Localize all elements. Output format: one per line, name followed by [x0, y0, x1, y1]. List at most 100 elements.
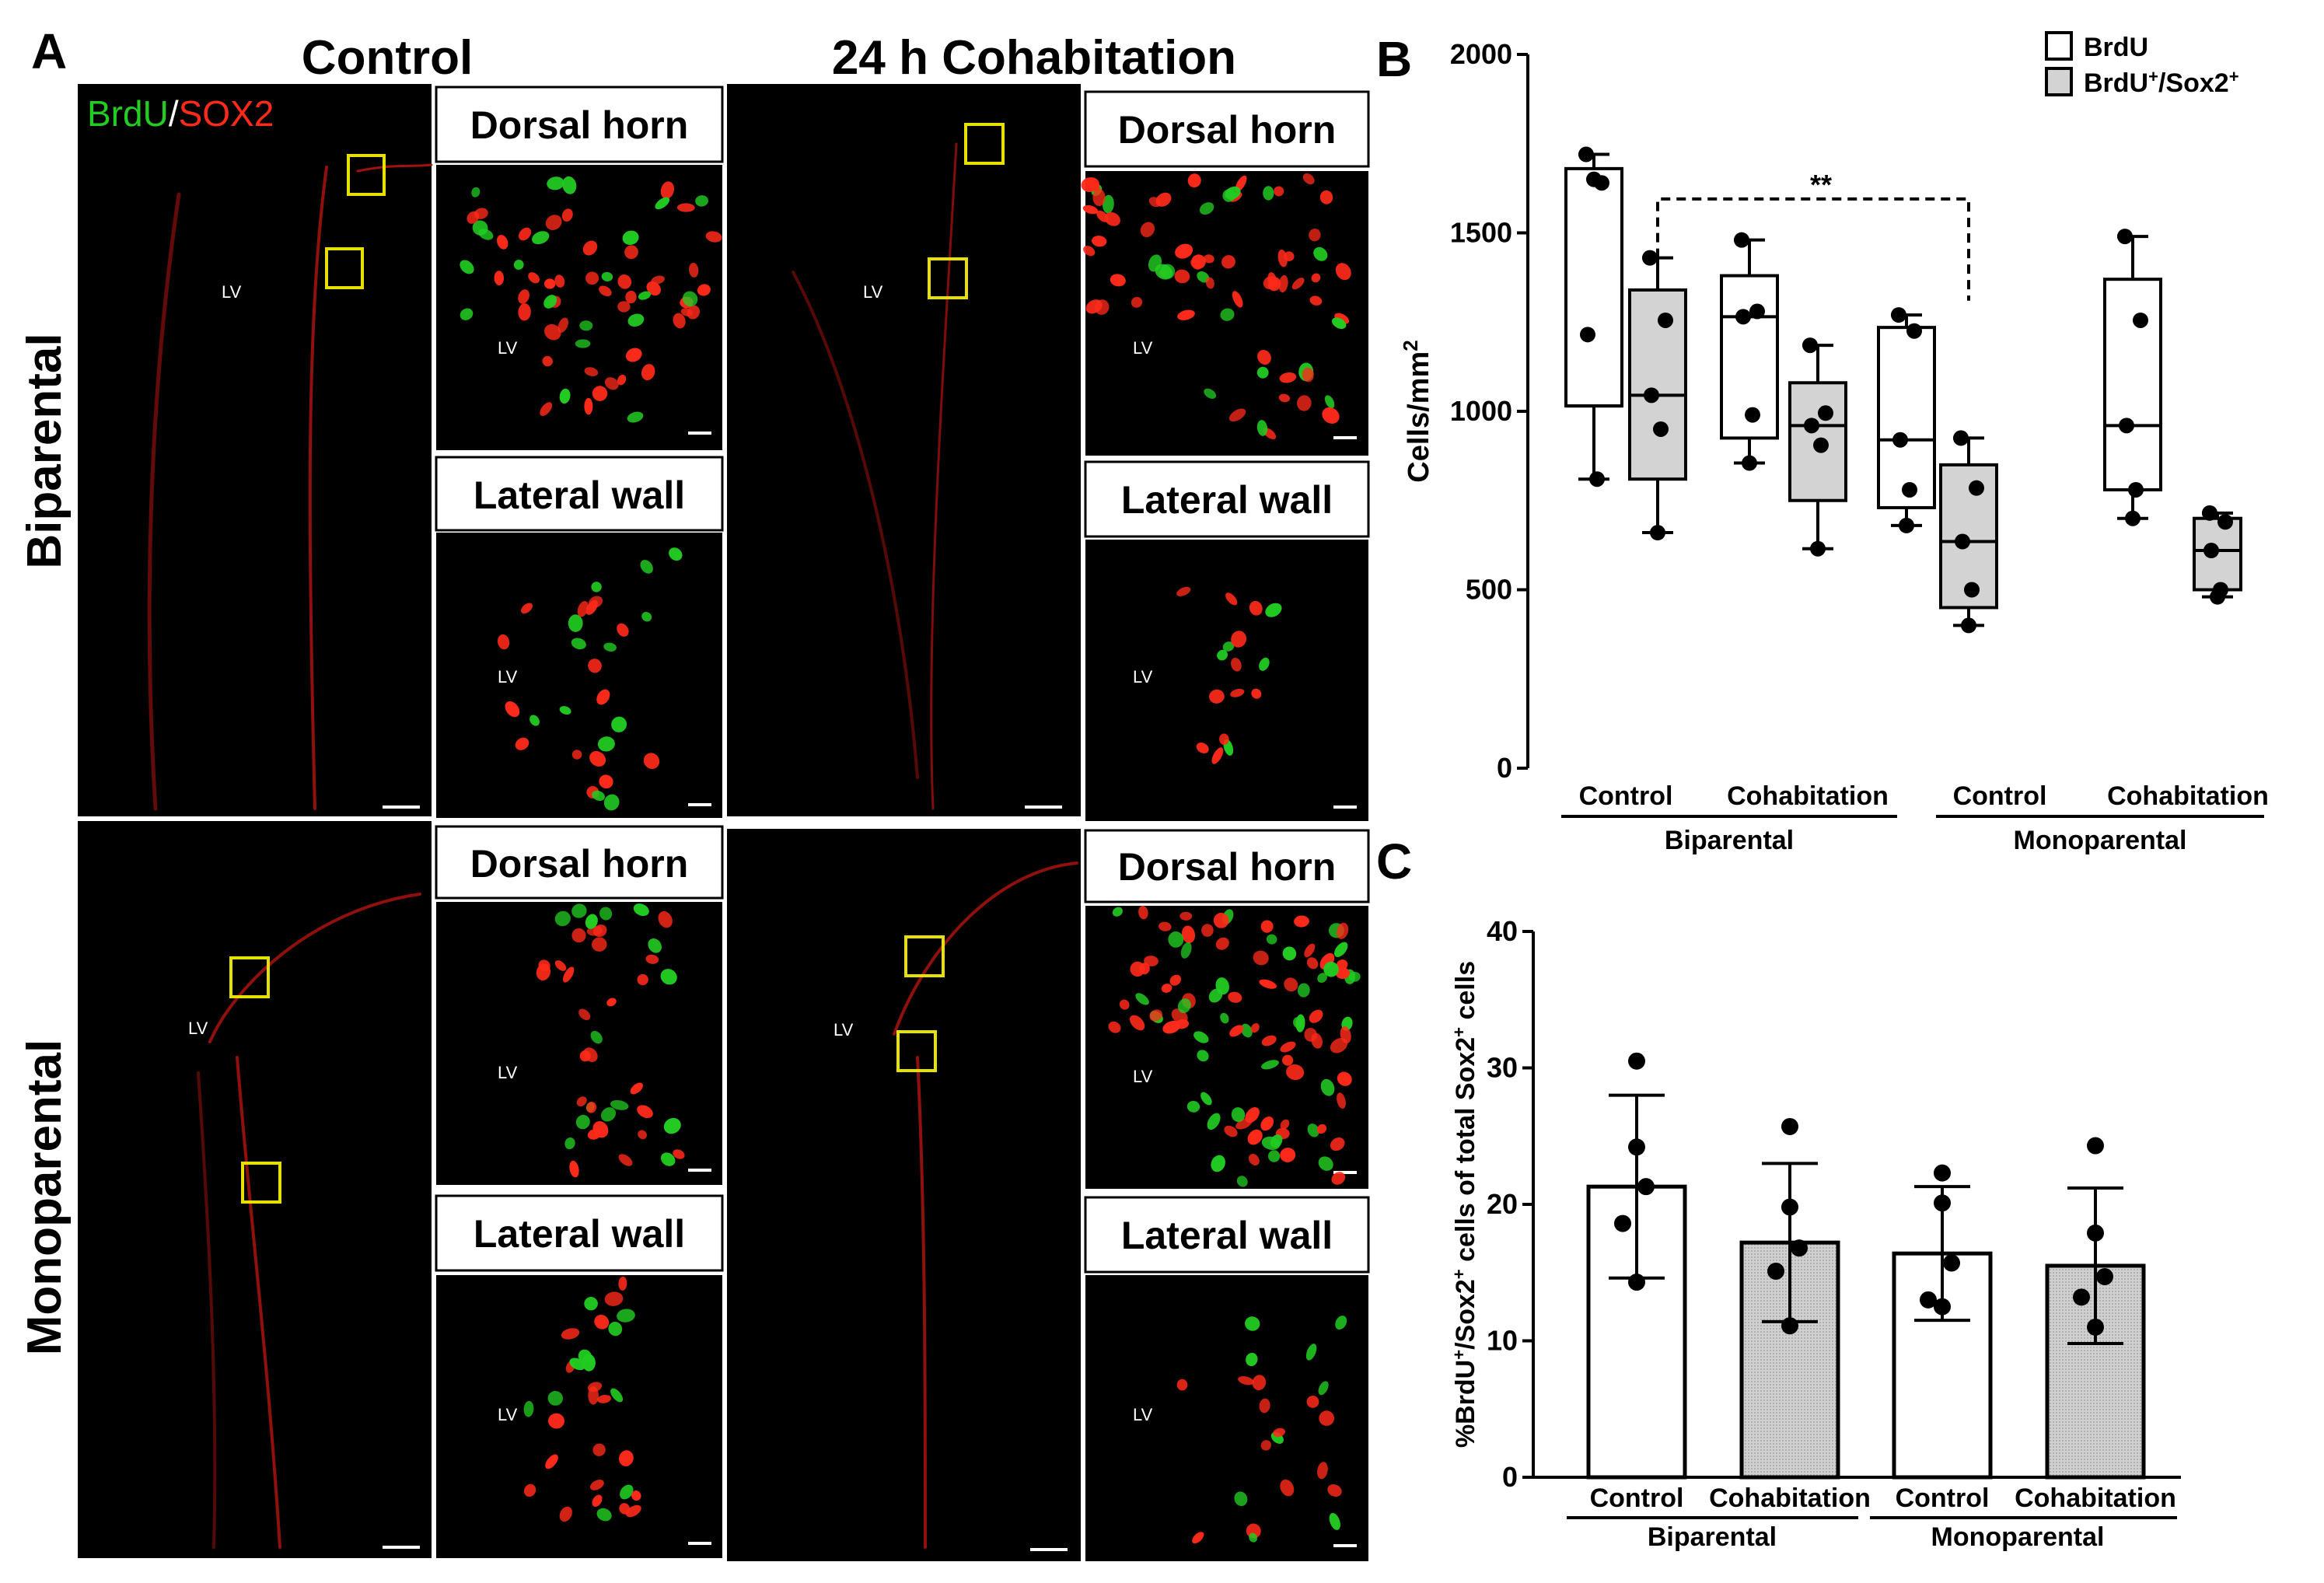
sox2-cell [1129, 1015, 1145, 1031]
sox2-cell [673, 1149, 685, 1159]
data-point [1658, 312, 1673, 328]
brdu-cell [579, 320, 593, 331]
legend-label: BrdU+/Sox2+ [2084, 67, 2239, 98]
y-tick-label-b: 0 [1497, 752, 1512, 784]
sox2-cell [1230, 688, 1245, 697]
sox2-cell [1248, 1154, 1260, 1165]
sox2-cell [1309, 1009, 1323, 1023]
group-label-b: Monoparental [2014, 826, 2187, 855]
sox2-cell [1281, 1054, 1294, 1066]
sox2-cell [619, 1503, 631, 1515]
sox2-cell [1302, 173, 1315, 185]
roi-box [964, 123, 1005, 165]
sox2-cell [1311, 1033, 1323, 1049]
ventricle-wall [356, 163, 433, 173]
brdu-cell [617, 1309, 635, 1323]
sox2-cell [1221, 255, 1235, 269]
ventricle-wall [792, 271, 919, 779]
data-point [1745, 407, 1760, 423]
sox2-cell [592, 1121, 609, 1138]
sox2-cell [1131, 296, 1143, 308]
data-point [1953, 430, 1969, 446]
sox2-cell [1161, 984, 1172, 993]
brdu-cell [627, 411, 644, 423]
brdu-cell [1329, 1512, 1340, 1530]
data-point [2125, 510, 2141, 526]
data-point [1589, 471, 1605, 487]
stain-brdu-label: BrdU [87, 93, 169, 134]
sox2-cell [497, 634, 510, 650]
sox2-cell [643, 753, 660, 770]
data-point [1934, 1164, 1951, 1182]
brdu-cell [1305, 1344, 1317, 1361]
sox2-cell [599, 774, 613, 789]
y-tick-label-b: 1500 [1450, 217, 1512, 249]
lv-labels: LV LV LV LV LV LV LV LV LV LV LV LV [188, 282, 1153, 1424]
sox2-cell [1286, 1064, 1305, 1081]
brdu-cell [1334, 942, 1348, 957]
sox2-cell [1096, 210, 1109, 222]
sox2-cell [1304, 943, 1316, 958]
data-point [1628, 1138, 1645, 1156]
y-axis-label-c-part: + [1449, 1350, 1469, 1360]
sox2-cell [1155, 192, 1172, 207]
data-point [1767, 1262, 1784, 1280]
y-axis-label-c-part: cells of total Sox2 [1451, 1037, 1480, 1270]
brdu-cell [1348, 971, 1361, 982]
roi-box [896, 1030, 937, 1072]
sox2-cell [1337, 1071, 1352, 1086]
sox2-cell [1336, 967, 1351, 980]
col-title-control: Control [302, 31, 473, 85]
sox2-cell [651, 275, 665, 285]
brdu-cell [663, 1117, 681, 1134]
sox2-cell [596, 1395, 611, 1403]
sox2-cell [518, 303, 531, 321]
y-axis-label-c-part: + [1449, 1027, 1469, 1037]
sox2-cell [518, 289, 529, 304]
y-tick-label-c: 30 [1487, 1052, 1518, 1084]
brdu-cell [1231, 1107, 1246, 1123]
brdu-cell [559, 388, 571, 404]
micrograph-grid [78, 84, 1368, 1561]
sox2-cell [1176, 586, 1191, 596]
sox2-cell [1205, 277, 1214, 289]
lv-label: LV [1133, 1405, 1153, 1424]
brdu-cell [513, 260, 524, 270]
sox2-cell [1284, 251, 1295, 262]
sox2-cell [1085, 177, 1100, 192]
brdu-cell [1234, 1491, 1248, 1507]
y-axis-label-c: %BrdU+/Sox2+ cells of total Sox2+ cells [1449, 961, 1480, 1448]
data-point [1637, 1178, 1655, 1196]
sox2-cell [548, 1413, 564, 1429]
data-point [1906, 323, 1922, 339]
y-axis-label-b: Cells/mm2 [1399, 340, 1435, 482]
brdu-cell [660, 1152, 676, 1166]
sox2-cell [1231, 631, 1247, 648]
brdu-cell [1208, 988, 1223, 1003]
sox2-cell [1336, 959, 1348, 970]
sox2-cell [593, 924, 607, 938]
brdu-cell [682, 291, 698, 307]
sox2-cell [1278, 393, 1291, 403]
panel-a-letter: A [31, 23, 67, 79]
brdu-cell [591, 582, 602, 592]
brdu-cell [1256, 366, 1269, 379]
brdu-cell [1168, 931, 1184, 948]
y-tick-label-c: 10 [1487, 1325, 1518, 1357]
sox2-cell [1274, 186, 1284, 197]
inset-title-box [1084, 90, 1370, 168]
lv-label: LV [863, 282, 883, 302]
lv-label: LV [498, 338, 518, 358]
roi-box [347, 154, 386, 196]
brdu-cell [1265, 603, 1282, 617]
brdu-cell [1220, 1012, 1229, 1024]
sox2-cell [589, 751, 606, 767]
inset-title-box [435, 1194, 724, 1272]
sox2-cell [561, 208, 573, 222]
sox2-cell [569, 1160, 579, 1178]
brdu-cell [478, 229, 494, 240]
lv-label: LV [833, 1020, 854, 1040]
brdu-cell [585, 914, 598, 929]
data-point [1891, 307, 1906, 323]
